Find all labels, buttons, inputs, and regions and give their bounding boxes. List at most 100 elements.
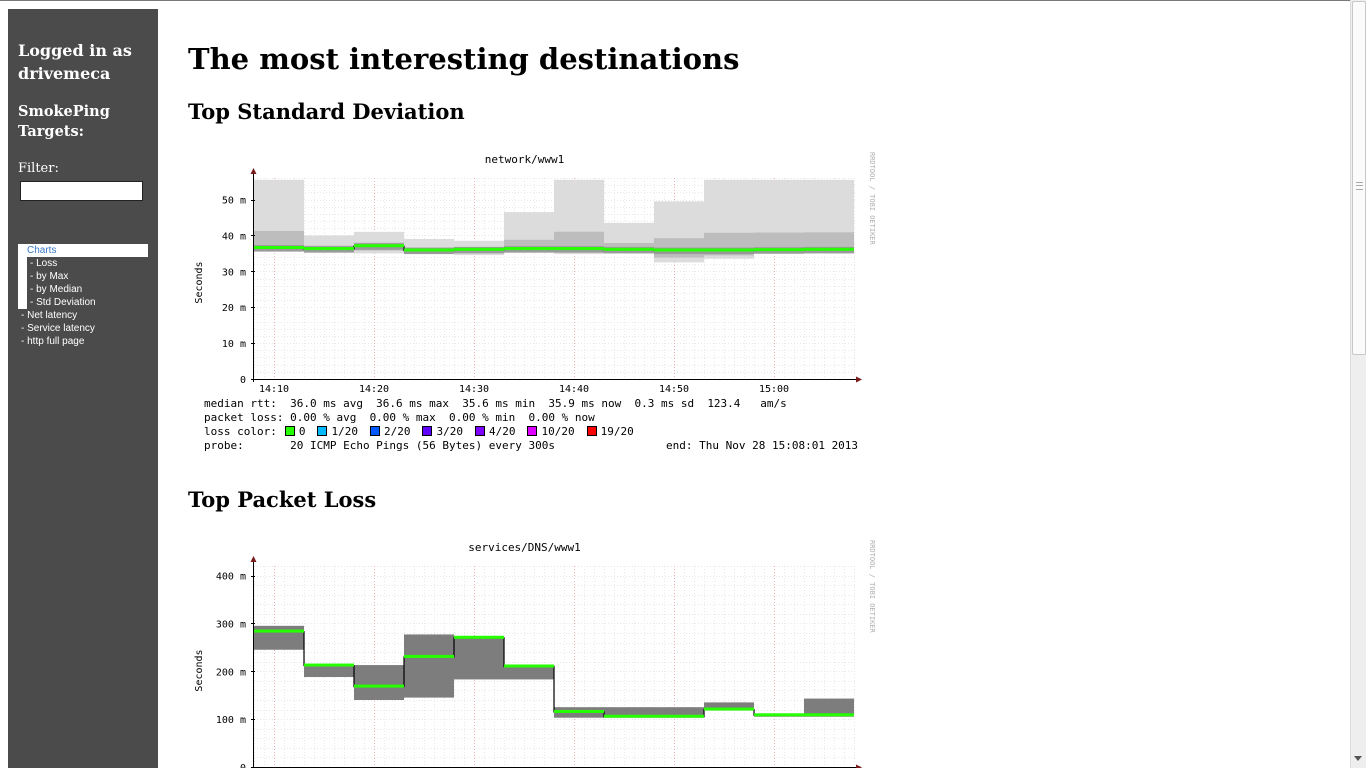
median-loss-mark xyxy=(404,654,454,658)
y-tick-label: 30 m xyxy=(222,267,246,278)
loss-color-label-text: 3/20 xyxy=(436,425,463,438)
loss-color-label-text: 2/20 xyxy=(383,425,411,438)
menu-item-net-latency[interactable]: - Net latency xyxy=(21,310,78,321)
median-loss-mark xyxy=(504,247,554,251)
loss-color-label: loss color: xyxy=(204,425,277,438)
x-axis-arrow xyxy=(856,764,862,768)
y-tick-label: 0 xyxy=(240,763,246,768)
smoke-band xyxy=(304,664,354,678)
loss-color-swatch xyxy=(586,426,597,436)
median-loss-mark xyxy=(354,684,404,688)
y-tick-label: 10 m xyxy=(222,339,246,350)
median-loss-mark xyxy=(554,247,604,251)
chart-title: network/www1 xyxy=(485,153,564,166)
packet-loss-graph[interactable]: services/DNS/www1 RRDTOOL / TOBI OETIKER 0… xyxy=(188,533,888,768)
median-loss-mark xyxy=(454,635,504,639)
loss-color-legend: loss color: 0 1/20 2/20 3/20 4/20 10/20 19/20 xyxy=(204,425,634,439)
loss-color-swatch xyxy=(369,426,380,436)
x-tick-label: 15:00 xyxy=(759,384,789,395)
y-axis-arrow xyxy=(250,556,257,562)
median-loss-mark xyxy=(604,714,654,718)
menu-item-charts[interactable]: Charts xyxy=(18,244,148,257)
scroll-down-arrow-icon[interactable] xyxy=(1354,756,1362,761)
targets-heading: SmokePing Targets: xyxy=(18,103,110,140)
y-tick-label: 40 m xyxy=(222,231,246,242)
x-axis-arrow xyxy=(856,376,862,383)
smoke-band xyxy=(704,702,754,711)
loss-color-swatch xyxy=(317,426,328,436)
median-loss-mark xyxy=(454,247,504,251)
window-top-border xyxy=(0,0,1366,1)
section-title-std-deviation: Top Standard Deviation xyxy=(188,99,465,124)
loss-color-label-text: 4/20 xyxy=(488,425,516,438)
median-loss-mark xyxy=(804,247,854,251)
std-deviation-chart: network/www1 RRDTOOL / TOBI OETIKER 0 10 m 2… xyxy=(194,152,876,395)
median-loss-mark xyxy=(754,248,804,252)
y-tick-label: 50 m xyxy=(222,196,246,207)
chart-title: services/DNS/www1 xyxy=(468,541,581,554)
loss-color-item: 3/20 xyxy=(422,425,463,438)
packet-loss-chart: services/DNS/www1 RRDTOOL / TOBI OETIKER 0… xyxy=(194,540,876,768)
smoke-band xyxy=(654,707,704,718)
loss-color-label-text: 19/20 xyxy=(600,425,634,438)
section-title-packet-loss: Top Packet Loss xyxy=(188,487,377,512)
x-tick-label: 14:20 xyxy=(359,384,389,395)
median-loss-mark xyxy=(654,714,704,718)
median-loss-mark xyxy=(604,247,654,251)
page-title: The most interesting destinations xyxy=(188,42,740,76)
y-tick-label: 400 m xyxy=(216,572,246,583)
median-loss-mark xyxy=(704,248,754,252)
menu-item-loss[interactable]: - Loss xyxy=(27,257,158,270)
median-loss-mark xyxy=(504,664,554,668)
x-tick-label: 14:30 xyxy=(459,384,489,395)
smoke-band-mid xyxy=(754,232,804,253)
smoke-band xyxy=(604,707,654,718)
loss-color-label-text: 1/20 xyxy=(331,425,358,438)
smoke-band xyxy=(404,634,454,698)
median-loss-mark xyxy=(754,713,804,717)
median-loss-mark xyxy=(804,713,854,717)
page-scrollbar[interactable] xyxy=(1350,0,1366,768)
loss-color-item: 2/20 xyxy=(369,425,411,438)
loss-color-item: 0 xyxy=(284,425,305,438)
smoke-band xyxy=(254,625,304,650)
median-loss-mark xyxy=(554,709,604,713)
loss-color-item: 19/20 xyxy=(586,425,634,438)
menu-item-by-median[interactable]: - by Median xyxy=(27,283,158,296)
loss-color-item: 10/20 xyxy=(527,425,575,438)
end-time-legend: end: Thu Nov 28 15:08:01 2013 xyxy=(666,439,859,452)
smoke-band-mid xyxy=(504,239,554,251)
x-tick-label: 14:10 xyxy=(259,384,289,395)
rrdtool-watermark: RRDTOOL / TOBI OETIKER xyxy=(868,540,876,634)
rrdtool-watermark: RRDTOOL / TOBI OETIKER xyxy=(868,152,876,246)
smoke-band xyxy=(504,665,554,680)
median-loss-mark xyxy=(304,247,354,251)
login-status: Logged in as drivemeca xyxy=(18,41,132,83)
y-axis-label: Seconds xyxy=(194,649,205,691)
x-tick-label: 14:50 xyxy=(659,384,689,395)
target-menu: Charts - Loss - by Max - by Median - Std… xyxy=(18,244,158,348)
loss-color-label-text: 10/20 xyxy=(541,425,575,438)
y-axis-label: Seconds xyxy=(194,261,205,303)
menu-item-by-max[interactable]: - by Max xyxy=(27,270,158,283)
menu-item-std-deviation[interactable]: - Std Deviation xyxy=(27,296,158,309)
y-tick-label: 20 m xyxy=(222,303,246,314)
filter-label: Filter: xyxy=(18,161,59,176)
median-loss-mark xyxy=(704,707,754,711)
probe-legend: probe: 20 ICMP Echo Pings (56 Bytes) eve… xyxy=(204,439,555,452)
scrollbar-thumb[interactable] xyxy=(1352,1,1366,355)
median-loss-mark xyxy=(304,663,354,667)
smoke-band xyxy=(804,698,854,717)
std-deviation-graph[interactable]: network/www1 RRDTOOL / TOBI OETIKER 0 10 m 2… xyxy=(188,145,888,465)
y-tick-label: 100 m xyxy=(216,715,246,726)
menu-item-service-latency[interactable]: - Service latency xyxy=(21,323,95,334)
y-tick-label: 300 m xyxy=(216,619,246,630)
y-tick-label: 0 xyxy=(240,375,246,386)
median-loss-mark xyxy=(254,629,304,633)
filter-input[interactable] xyxy=(20,181,143,201)
median-loss-mark xyxy=(654,248,704,252)
menu-item-http-full-page[interactable]: - http full page xyxy=(21,336,85,347)
y-axis-arrow xyxy=(250,168,257,174)
smoke-band xyxy=(354,665,404,700)
main-content: The most interesting destinations Top St… xyxy=(188,0,1338,768)
